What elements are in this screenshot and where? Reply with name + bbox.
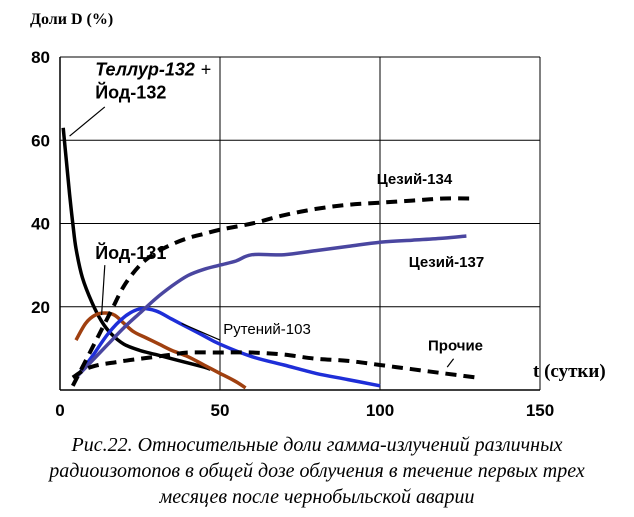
x-axis-title: t (сутки): [533, 361, 606, 382]
y-axis-title: Доли D (%): [30, 11, 113, 28]
x-tick-label: 50: [211, 401, 230, 420]
series-line-4: [74, 234, 467, 379]
series-line-3: [74, 306, 381, 388]
chart-grid: [60, 56, 541, 390]
series-annotation: Прочие: [428, 337, 483, 354]
series-line-1: [61, 127, 212, 371]
leader-line: [181, 322, 221, 341]
x-tick-label: 100: [366, 401, 394, 420]
y-tick-label: 80: [31, 48, 50, 67]
chart-axes: 0 50 100 150 20 40 60 80: [31, 48, 554, 420]
y-tick-label: 20: [31, 298, 50, 317]
leader-line: [101, 265, 106, 316]
series-annotation: Теллур-132: [95, 60, 195, 80]
caption-line-2: радиоизотопов в общей дозе облучения в т…: [49, 460, 585, 482]
y-tick-label: 40: [31, 215, 50, 234]
series-annotation: Цезий-137: [409, 254, 484, 271]
series-line-2: [74, 311, 247, 390]
x-tick-label: 150: [526, 401, 554, 420]
caption-line-3: месяцев после чернобыльской аварии: [159, 486, 475, 508]
figure-caption: Рис.22. Относительные доли гамма-излучен…: [0, 432, 634, 510]
series-annotation: Рутений-103: [223, 321, 311, 338]
leader-line: [446, 358, 455, 368]
series-annotation: Йод-131: [95, 242, 166, 263]
leader-line: [69, 106, 106, 137]
series-annotation: +: [201, 60, 212, 80]
series-annotation: Цезий-134: [377, 171, 453, 188]
y-tick-label: 60: [31, 131, 50, 150]
series-annotation: Йод-132: [95, 82, 166, 103]
chart: 0 50 100 150 20 40 60 80 Теллур-132 + Йод-132 Йод-…: [30, 11, 606, 420]
caption-line-1: Рис.22. Относительные доли гамма-излучен…: [71, 434, 563, 456]
chart-labels: Теллур-132 + Йод-132 Йод-131 Рутений-103 Цези…: [69, 60, 484, 368]
series-line-6: [71, 350, 477, 380]
chart-series: [61, 127, 477, 390]
x-tick-label: 0: [55, 401, 64, 420]
